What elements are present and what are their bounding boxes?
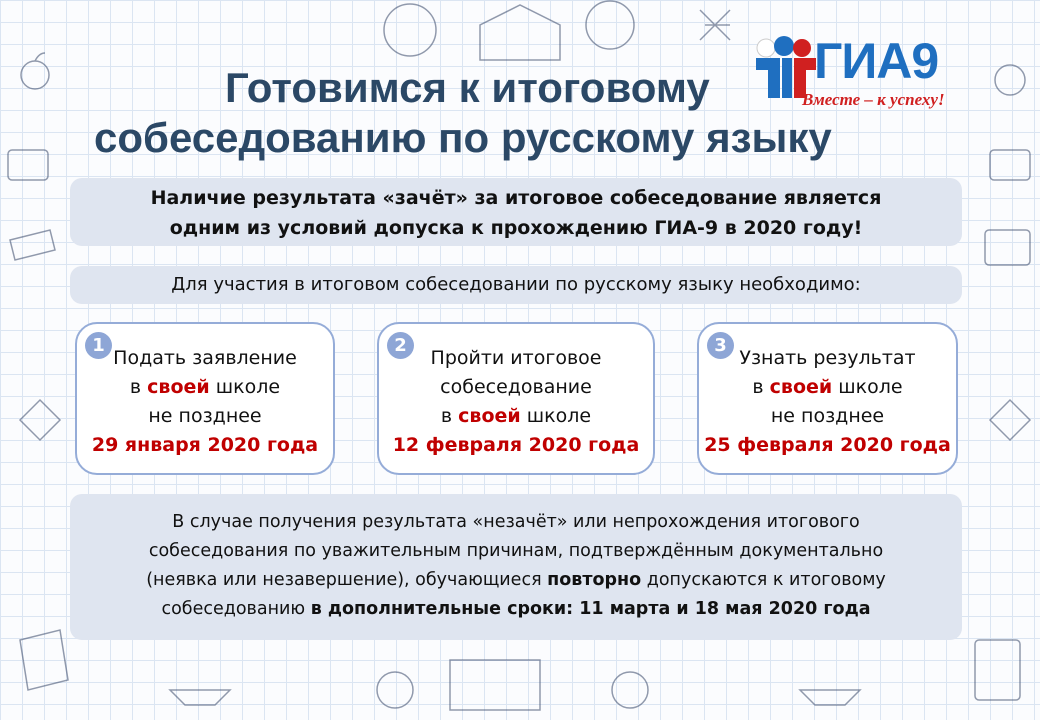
people-logo-icon (756, 36, 816, 98)
step-card-1: 1 Подать заявление в своей школе не позд… (75, 322, 335, 475)
step-text-part: в (440, 405, 459, 427)
notice-line: одним из условий допуска к прохождению Г… (169, 217, 863, 239)
step-text-part: школе (832, 376, 903, 398)
footer-text-part: (неявка или незавершение), обучающиеся (146, 570, 548, 590)
step-number-badge: 1 (85, 332, 112, 359)
footer-dates: : 11 марта и 18 мая 2020 года (566, 599, 871, 619)
notice-box: Наличие результата «зачёт» за итоговое с… (70, 178, 962, 246)
footer-line: собеседованию в дополнительные сроки: 11… (70, 595, 962, 624)
step-date: 29 января 2020 года (91, 434, 319, 456)
step-emphasis: своей (769, 376, 833, 398)
footer-text-part: допускаются к итоговому (641, 570, 886, 590)
step-emphasis: своей (458, 405, 521, 427)
step-text-part: в (752, 376, 770, 398)
step-text: собеседование (440, 376, 592, 398)
footer-emphasis: в дополнительные сроки (310, 599, 567, 619)
step-text-part: школе (520, 405, 592, 427)
footer-info-box: В случае получения результата «незачёт» … (70, 494, 962, 640)
step-date: 12 февраля 2020 года (392, 434, 640, 456)
step-text: не позднее (770, 405, 885, 427)
step-text: в своей школе (379, 402, 653, 431)
page-title-line1: Готовимся к итоговому (225, 64, 710, 111)
step-date: 25 февраля 2020 года (704, 434, 951, 456)
step-text: в своей школе (77, 373, 333, 402)
step-text: Узнать результат (739, 347, 916, 369)
footer-line: В случае получения результата «незачёт» … (172, 512, 860, 532)
step-number-badge: 2 (387, 332, 414, 359)
gia9-logo: ГИА9 Вместе – к успеху! (752, 28, 967, 118)
footer-line: (неявка или незавершение), обучающиеся п… (70, 566, 962, 595)
requirement-box: Для участия в итоговом собеседовании по … (70, 266, 962, 304)
footer-text-part: собеседованию (161, 599, 311, 619)
step-text: в своей школе (699, 373, 956, 402)
notice-line: Наличие результата «зачёт» за итоговое с… (150, 187, 882, 209)
step-number-badge: 3 (707, 332, 734, 359)
logo-slogan: Вместе – к успеху! (802, 90, 945, 109)
page-title-line2: собеседованию по русскому языку (94, 114, 832, 161)
step-text-part: школе (209, 376, 281, 398)
logo-text: ГИА9 (814, 33, 939, 89)
footer-emphasis: повторно (547, 570, 642, 590)
footer-line: собеседования по уважительным причинам, … (148, 541, 884, 561)
step-text-part: в (129, 376, 148, 398)
step-emphasis: своей (147, 376, 210, 398)
step-text: Подать заявление (113, 347, 297, 369)
step-text: Пройти итоговое (430, 347, 602, 369)
step-card-2: 2 Пройти итоговое собеседование в своей … (377, 322, 655, 475)
step-card-3: 3 Узнать результат в своей школе не позд… (697, 322, 958, 475)
step-text: не позднее (148, 405, 262, 427)
